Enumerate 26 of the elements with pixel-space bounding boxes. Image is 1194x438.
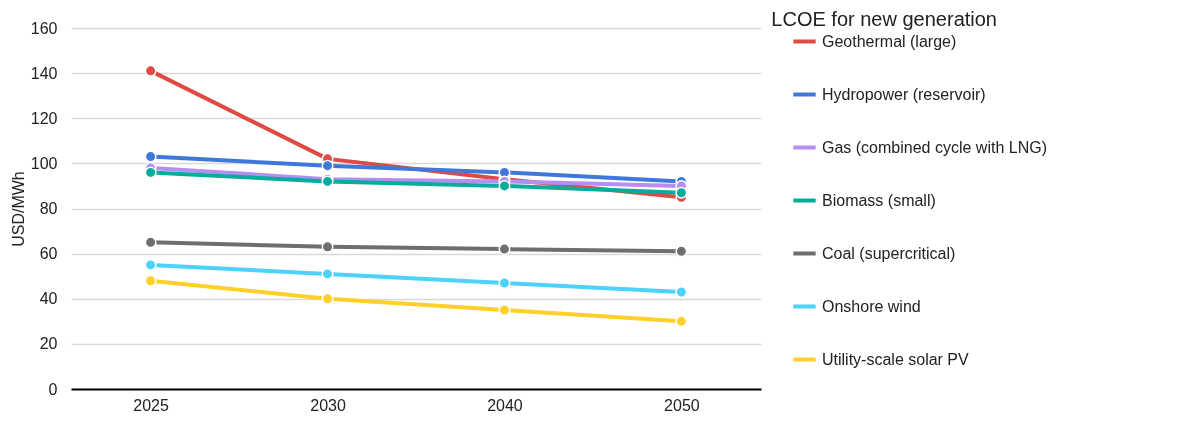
legend-label: Gas (combined cycle with LNG) — [822, 138, 1047, 156]
y-tick-label: 140 — [30, 64, 58, 82]
x-tick-label: 2025 — [133, 396, 170, 414]
x-tick-label: 2030 — [310, 396, 346, 414]
legend-label: Utility-scale solar PV — [822, 350, 970, 368]
legend-label: Hydropower (reservoir) — [822, 85, 986, 103]
y-tick-label: 120 — [30, 109, 58, 127]
y-tick-label: 80 — [39, 200, 58, 217]
y-tick-label: 0 — [48, 380, 58, 398]
legend-label: Onshore wind — [822, 297, 921, 315]
y-tick-label: 100 — [30, 154, 58, 172]
x-tick-label: 2040 — [487, 396, 523, 414]
x-tick-label: 2050 — [664, 396, 700, 414]
y-tick-label: 60 — [39, 245, 58, 263]
y-tick-label: 40 — [39, 290, 58, 308]
legend-label: Coal (supercritical) — [822, 244, 956, 262]
text: LCOE for new generation — [771, 8, 997, 30]
point — [498, 243, 511, 256]
point — [321, 159, 334, 172]
legend-label: Geothermal (large) — [822, 32, 957, 50]
y-tick-label: 160 — [30, 19, 58, 37]
legend-label: Biomass (small) — [822, 191, 936, 209]
point — [498, 304, 511, 317]
y-tick-label: 20 — [39, 335, 58, 353]
y-axis-title: USD/MWh — [9, 171, 27, 247]
point — [498, 179, 511, 192]
